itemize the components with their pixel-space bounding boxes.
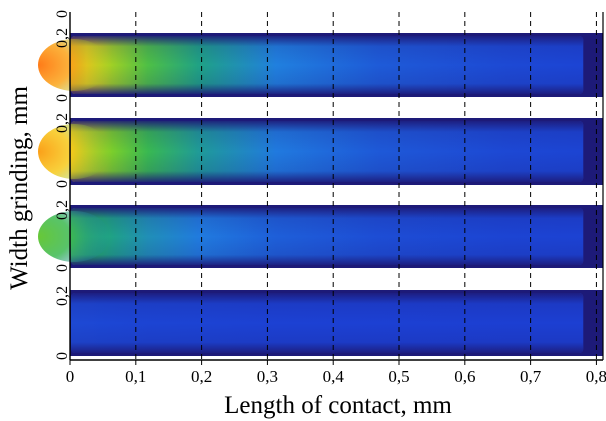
y-tick-label: 0,2: [54, 286, 71, 306]
panel-3-hot-spot: [38, 211, 110, 262]
y-axis-label: Width grinding, mm: [6, 86, 33, 290]
x-axis-label: Length of contact, mm: [224, 392, 452, 419]
x-tick-label: 0,1: [125, 367, 146, 386]
x-tick-label: 0,5: [388, 367, 409, 386]
y-tick-label: 0,2: [54, 113, 71, 133]
panel-1-edge-fade: [71, 36, 584, 94]
panel-2-edge-fade: [71, 121, 584, 182]
panel-2-hot-spot: [38, 124, 110, 179]
y-tick-labels: 0 0,2 0 0,2 0 0,2 0 0,2 0: [54, 10, 71, 360]
x-tick-label: 0,6: [454, 367, 475, 386]
panel-1-hot-spot: [38, 39, 110, 91]
x-tick-labels: 0 0,1 0,2 0,3 0,4 0,5 0,6 0,7 0,8: [66, 360, 606, 386]
y-tick-label: 0: [54, 94, 71, 102]
x-tick-label: 0,3: [257, 367, 278, 386]
y-tick-label: 0: [54, 180, 71, 188]
panel-3-edge-fade: [71, 208, 584, 265]
panel-4-edge-fade: [71, 293, 584, 353]
x-tick-label: 0,8: [586, 367, 606, 386]
vertical-grid-lines: [135, 12, 597, 360]
y-tick-label: 0: [54, 352, 71, 360]
y-tick-label: 0,2: [54, 200, 71, 220]
axes-frame: [69, 12, 604, 361]
x-tick-label: 0: [66, 367, 75, 386]
x-tick-label: 0,7: [520, 367, 542, 386]
x-tick-label: 0,2: [191, 367, 212, 386]
y-tick-label: 0,2: [54, 28, 71, 48]
y-tick-label: 0: [54, 264, 71, 272]
panels-group: [38, 33, 603, 356]
x-tick-label: 0,4: [323, 367, 345, 386]
y-tick-label: 0: [54, 10, 71, 18]
